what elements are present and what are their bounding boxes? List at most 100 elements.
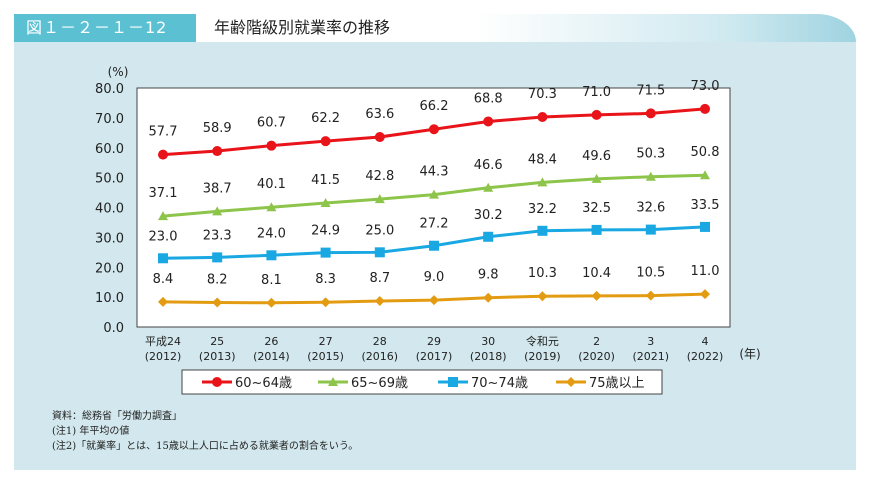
- data-point: [700, 289, 710, 300]
- source-note: 資料：総務省「労働力調査」: [52, 411, 182, 422]
- data-point: [374, 296, 385, 307]
- y-tick-label: 10.0: [95, 291, 124, 306]
- data-label: 23.3: [203, 228, 232, 243]
- data-point: [645, 108, 656, 119]
- x-tick-label: 30: [481, 335, 495, 348]
- data-label: 73.0: [691, 79, 720, 94]
- data-point: [429, 124, 439, 135]
- data-point: [645, 224, 656, 235]
- x-tick-label: 平成24: [145, 335, 181, 348]
- data-point: [212, 252, 223, 263]
- data-label: 48.4: [528, 152, 557, 167]
- data-point: [429, 295, 439, 306]
- data-point: [212, 206, 223, 216]
- data-label: 25.0: [365, 223, 394, 238]
- x-tick-year: (2012): [145, 350, 182, 363]
- data-label: 49.6: [582, 149, 611, 164]
- data-label: 60.7: [257, 116, 286, 131]
- data-label: 41.5: [311, 173, 340, 188]
- x-tick-label: 28: [373, 335, 387, 348]
- data-label: 57.7: [149, 125, 178, 140]
- x-tick-year: (2016): [362, 350, 399, 363]
- x-tick-year: (2022): [687, 350, 724, 363]
- x-tick-label: 令和元: [526, 334, 559, 348]
- x-axis-unit: (年): [739, 347, 760, 361]
- y-tick-label: 30.0: [95, 231, 124, 246]
- data-label: 66.2: [420, 99, 449, 114]
- data-point: [266, 140, 277, 151]
- data-point: [212, 297, 223, 308]
- data-point: [320, 247, 331, 258]
- data-label: 9.0: [424, 270, 445, 285]
- x-tick-year: (2017): [416, 350, 453, 363]
- data-point: [700, 221, 710, 232]
- legend-marker: [212, 377, 222, 387]
- x-tick-year: (2018): [470, 350, 507, 363]
- data-point: [483, 182, 494, 192]
- data-label: 44.3: [420, 165, 449, 180]
- x-tick-label: 3: [647, 335, 654, 348]
- header-bar: 図１－２－１－12 年齢階級別就業率の推移: [14, 14, 856, 42]
- legend-marker: [328, 377, 338, 386]
- data-label: 50.3: [636, 147, 665, 162]
- note-2: (注2)「就業率」とは、15歳以上人口に占める就業者の割合をいう。: [52, 441, 359, 452]
- data-label: 11.0: [691, 264, 720, 279]
- data-label: 8.3: [315, 272, 336, 287]
- data-point: [700, 103, 710, 114]
- data-label: 30.2: [474, 208, 503, 223]
- data-point: [483, 116, 494, 127]
- data-label: 32.2: [528, 202, 557, 217]
- y-tick-label: 80.0: [95, 82, 124, 97]
- data-point: [158, 296, 168, 307]
- data-point: [374, 131, 385, 142]
- data-point: [266, 250, 277, 261]
- data-label: 62.2: [311, 111, 340, 126]
- data-point: [591, 290, 602, 301]
- data-label: 23.0: [149, 229, 178, 244]
- data-point: [645, 171, 656, 181]
- data-point: [429, 189, 439, 199]
- data-label: 10.5: [636, 266, 665, 281]
- x-tick-year: (2019): [524, 350, 561, 363]
- data-label: 68.8: [474, 91, 503, 106]
- chart-title: 年齢階級別就業率の推移: [214, 18, 391, 37]
- x-tick-label: 4: [702, 335, 709, 348]
- x-tick-year: (2015): [307, 350, 344, 363]
- data-point: [158, 149, 168, 160]
- data-label: 8.7: [369, 271, 390, 286]
- data-point: [158, 253, 168, 264]
- data-label: 46.6: [474, 158, 503, 173]
- y-tick-label: 0.0: [103, 321, 124, 336]
- legend-label: 70~74歳: [471, 376, 528, 391]
- data-label: 71.5: [636, 83, 665, 98]
- data-point: [374, 194, 385, 204]
- data-point: [320, 136, 331, 147]
- legend-label: 75歳以上: [589, 376, 645, 391]
- data-point: [645, 290, 656, 301]
- data-label: 37.1: [149, 186, 178, 201]
- data-point: [700, 170, 710, 180]
- data-label: 70.3: [528, 87, 557, 102]
- x-tick-label: 26: [264, 335, 278, 348]
- data-label: 33.5: [691, 198, 720, 213]
- data-label: 32.6: [636, 201, 665, 216]
- data-point: [537, 291, 548, 302]
- data-label: 8.1: [261, 273, 282, 288]
- data-label: 27.2: [420, 217, 449, 232]
- data-point: [429, 240, 439, 251]
- x-tick-label: 27: [319, 335, 333, 348]
- data-point: [212, 146, 223, 157]
- data-point: [591, 173, 602, 183]
- x-tick-label: 25: [210, 335, 224, 348]
- x-tick-year: (2020): [578, 350, 615, 363]
- x-tick-year: (2013): [199, 350, 236, 363]
- y-axis-unit: (%): [108, 65, 129, 79]
- data-point: [537, 111, 548, 122]
- data-label: 9.8: [478, 268, 499, 283]
- notes: 資料：総務省「労働力調査」 (注1) 年平均の値 (注2)「就業率」とは、15歳…: [52, 409, 358, 454]
- data-label: 10.4: [582, 266, 611, 281]
- data-label: 50.8: [691, 145, 720, 160]
- legend-label: 65~69歳: [351, 376, 408, 391]
- data-label: 42.8: [365, 169, 394, 184]
- data-point: [483, 292, 494, 303]
